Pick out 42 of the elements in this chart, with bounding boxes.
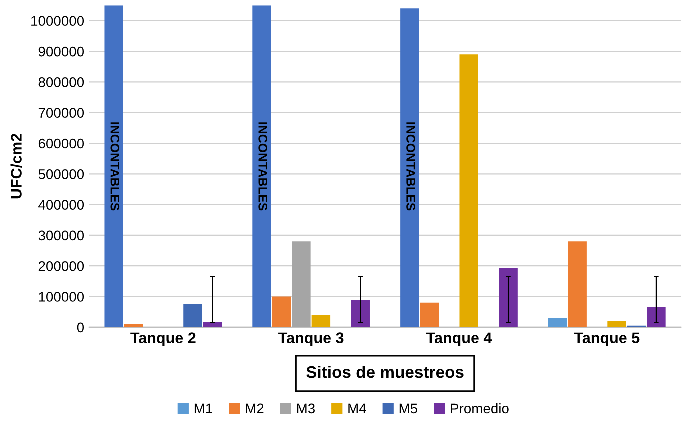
- bar: [104, 6, 124, 328]
- bar: [351, 300, 370, 328]
- legend-label: M1: [194, 404, 212, 414]
- bar: [647, 307, 666, 328]
- y-tick-label: 400000: [38, 200, 84, 210]
- legend-label: M5: [400, 404, 418, 414]
- annotation: INCONTABLES: [406, 122, 416, 211]
- y-tick-label: 500000: [38, 169, 84, 180]
- bar: [312, 315, 331, 328]
- y-tick-label: 200000: [38, 261, 84, 272]
- bar: [460, 54, 478, 328]
- bar: [499, 268, 518, 328]
- y-tick-label: 1000000: [32, 16, 84, 26]
- legend-label: Promedio: [451, 403, 509, 414]
- x-tick-label: Tanque 2: [130, 332, 196, 347]
- y-tick-label: 100000: [39, 292, 84, 302]
- bar: [420, 302, 440, 328]
- bar: [184, 304, 202, 328]
- bar: [203, 322, 222, 328]
- bar: [252, 6, 272, 328]
- x-tick-label: Tanque 4: [426, 332, 492, 347]
- bar: [400, 8, 420, 328]
- bar: [292, 242, 311, 328]
- x-tick-label: Tanque 3: [278, 332, 344, 347]
- bar: [548, 318, 568, 328]
- bar: [568, 242, 587, 328]
- y-tick-label: 900000: [38, 46, 84, 57]
- y-tick-label: 800000: [38, 78, 84, 88]
- x-tick-label: Tanque 5: [574, 332, 640, 347]
- legend-label: M4: [348, 404, 366, 414]
- annotation: INCONTABLES: [110, 122, 120, 211]
- y-tick-label: 300000: [38, 230, 84, 241]
- annotation: INCONTABLES: [258, 122, 268, 211]
- y-tick-label: 700000: [38, 108, 84, 118]
- x-axis-title: Sitios de muestreos: [306, 366, 464, 378]
- y-tick-label: 0: [77, 322, 84, 333]
- y-tick-label: 600000: [38, 138, 84, 149]
- bar: [272, 296, 292, 328]
- bar: [608, 321, 626, 328]
- legend-label: M3: [297, 404, 315, 414]
- legend-label: M2: [246, 404, 264, 414]
- y-axis-title: UFC/cm2: [10, 134, 22, 199]
